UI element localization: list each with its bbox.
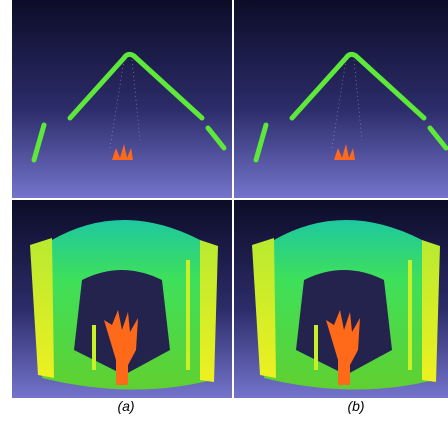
figure: (a) (b)	[0, 0, 448, 422]
figure-panels	[0, 0, 448, 398]
caption: (a)	[96, 398, 156, 414]
caption: (b)	[326, 398, 386, 414]
